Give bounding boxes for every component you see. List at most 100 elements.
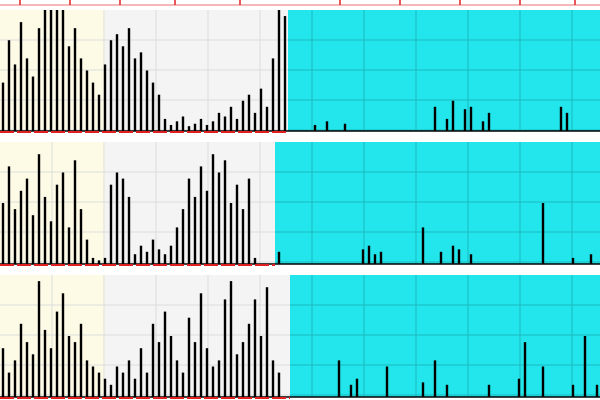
bar	[325, 121, 329, 131]
bar	[91, 366, 95, 397]
bar	[55, 10, 59, 131]
bar	[283, 16, 287, 131]
bar	[181, 209, 185, 264]
bar	[175, 360, 179, 397]
bar	[61, 10, 65, 131]
bar	[103, 64, 107, 131]
bar	[343, 123, 347, 131]
bar	[199, 293, 203, 397]
bar	[115, 366, 119, 397]
bar	[151, 323, 155, 397]
bar	[85, 360, 89, 397]
bar	[217, 112, 221, 131]
track-panel	[0, 10, 600, 133]
bar	[13, 360, 17, 397]
bar	[157, 249, 161, 264]
bar	[541, 203, 545, 264]
bar	[169, 124, 173, 131]
bar	[595, 384, 599, 397]
bar	[217, 172, 221, 264]
bar	[265, 287, 269, 397]
region-gray	[105, 275, 290, 397]
bar	[43, 196, 47, 264]
bar	[229, 203, 233, 264]
bar	[235, 354, 239, 397]
bar	[145, 70, 149, 131]
bar	[247, 323, 251, 397]
bar	[469, 254, 473, 264]
bar	[7, 40, 11, 131]
bar	[67, 46, 71, 131]
bar	[25, 178, 29, 264]
bar	[379, 251, 383, 264]
bar	[19, 22, 23, 132]
bar	[103, 257, 107, 264]
bar	[517, 378, 521, 397]
bar	[13, 209, 17, 264]
bar	[211, 121, 215, 131]
bar	[349, 384, 353, 397]
bar	[109, 184, 113, 264]
bar	[187, 178, 191, 264]
bar	[457, 249, 461, 264]
bar	[481, 121, 485, 131]
bar	[187, 317, 191, 397]
bar	[139, 245, 143, 264]
bar	[247, 94, 251, 131]
bar	[277, 372, 281, 397]
bar	[79, 323, 83, 397]
region-cyan	[290, 275, 600, 397]
bar	[1, 82, 5, 131]
bar	[79, 209, 83, 264]
bar	[37, 281, 41, 397]
track-panel	[0, 142, 600, 266]
bar	[451, 100, 455, 131]
bar	[121, 372, 125, 397]
bar	[67, 336, 71, 397]
bar	[37, 154, 41, 264]
bar	[157, 342, 161, 397]
bar	[49, 221, 53, 264]
bar	[55, 184, 59, 264]
bar	[241, 342, 245, 397]
bar	[169, 245, 173, 264]
bar	[145, 372, 149, 397]
bar	[127, 28, 131, 131]
bar	[175, 227, 179, 264]
bar	[253, 299, 257, 397]
bar	[433, 360, 437, 397]
bar	[109, 40, 113, 131]
bar	[559, 106, 563, 131]
bar	[445, 384, 449, 397]
bar	[115, 34, 119, 132]
bar	[223, 160, 227, 264]
bar	[367, 245, 371, 264]
bar	[193, 123, 197, 131]
bar	[589, 254, 593, 264]
bar	[235, 118, 239, 131]
bar	[199, 118, 203, 131]
bar	[259, 88, 263, 131]
bar	[127, 360, 131, 397]
bar	[79, 58, 83, 131]
bar	[37, 28, 41, 131]
bar	[265, 106, 269, 131]
bar	[523, 342, 527, 397]
bar	[253, 257, 257, 264]
bar	[169, 336, 173, 397]
region-cyan	[275, 142, 600, 264]
bar	[229, 106, 233, 131]
bar	[175, 121, 179, 131]
bar	[151, 239, 155, 264]
bar	[73, 160, 77, 264]
bar	[277, 10, 281, 131]
bar	[49, 10, 53, 131]
bar	[97, 372, 101, 397]
bar	[145, 251, 149, 264]
bar	[103, 378, 107, 397]
bar	[313, 124, 317, 131]
bar	[157, 94, 161, 131]
bar	[337, 360, 341, 397]
bar	[217, 360, 221, 397]
bar	[271, 360, 275, 397]
